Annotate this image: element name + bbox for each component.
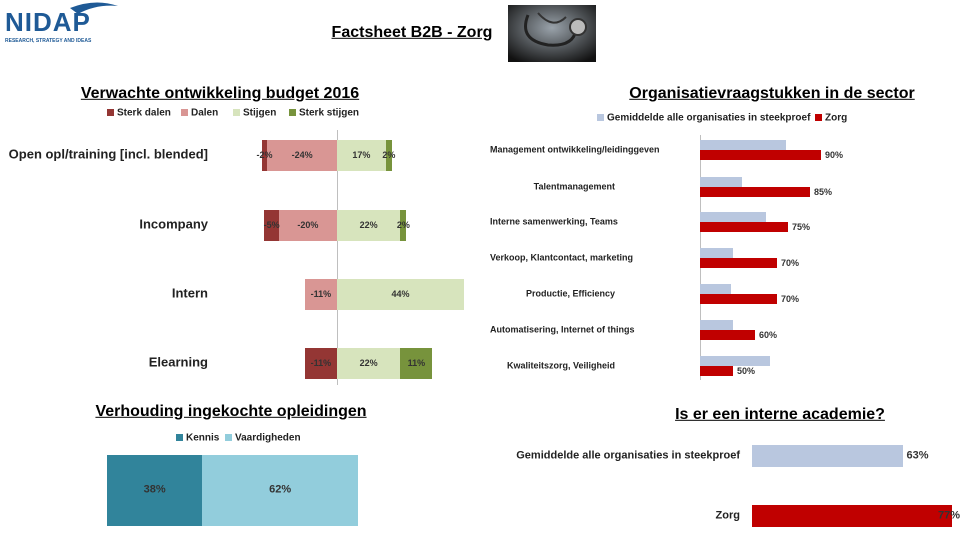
value-label: 90% xyxy=(825,149,844,160)
zero-line xyxy=(336,130,338,385)
bar xyxy=(700,248,733,258)
bar xyxy=(400,209,407,241)
legend-swatch xyxy=(289,109,296,116)
bar xyxy=(752,445,903,467)
chart-title: Is er een interne academie? xyxy=(675,405,885,423)
value-label: 2% xyxy=(396,219,410,230)
bar xyxy=(202,454,358,526)
page-title: Factsheet B2B - Zorg xyxy=(331,23,493,41)
bar xyxy=(700,320,733,330)
bar xyxy=(700,150,821,160)
bar xyxy=(700,294,777,304)
logo-swoosh xyxy=(70,2,118,14)
bar xyxy=(336,347,401,379)
value-label: -24% xyxy=(291,149,313,160)
legend-label: Dalen xyxy=(191,107,219,119)
value-label: 62% xyxy=(269,483,292,496)
value-label: 77% xyxy=(938,509,960,522)
value-label: 50% xyxy=(737,365,756,376)
legend-label: Kennis xyxy=(186,432,220,444)
bar xyxy=(400,347,433,379)
bar xyxy=(700,258,777,268)
legend-swatch xyxy=(233,109,240,116)
category-label: Elearning xyxy=(148,354,208,370)
legend-label: Sterk dalen xyxy=(117,107,171,119)
value-label: -11% xyxy=(310,357,332,368)
category-label: Intern xyxy=(171,285,208,301)
value-label: 17% xyxy=(352,149,371,160)
legend-label: Sterk stijgen xyxy=(299,107,360,119)
value-label: 22% xyxy=(359,357,378,368)
value-label: 85% xyxy=(814,186,833,197)
value-label: 11% xyxy=(407,357,426,368)
legend-swatch xyxy=(597,114,604,121)
bar xyxy=(336,209,401,241)
bar xyxy=(700,222,788,232)
legend-swatch xyxy=(176,434,183,441)
category-label: Automatisering, Internet of things xyxy=(490,324,635,335)
value-label: 75% xyxy=(792,221,811,232)
value-label: -2% xyxy=(256,149,273,160)
value-label: 38% xyxy=(143,483,166,496)
bar xyxy=(278,209,337,241)
bar xyxy=(700,140,786,150)
chart-title: Organisatievraagstukken in de sector xyxy=(629,84,915,102)
category-label: Interne samenwerking, Teams xyxy=(490,216,618,227)
value-label: 44% xyxy=(391,288,410,299)
bar xyxy=(267,139,337,171)
bar xyxy=(264,209,279,241)
value-label: -20% xyxy=(297,219,319,230)
value-label: -11% xyxy=(310,288,332,299)
bar xyxy=(700,212,766,222)
legend-swatch xyxy=(815,114,822,121)
category-label: Verkoop, Klantcontact, marketing xyxy=(490,252,634,263)
legend-swatch xyxy=(181,109,188,116)
bar xyxy=(261,139,268,171)
category-label: Incompany xyxy=(139,216,208,232)
chart-title: Verwachte ontwikkeling budget 2016 xyxy=(80,84,360,102)
value-label: 70% xyxy=(781,257,800,268)
value-label: 22% xyxy=(359,219,378,230)
category-label: Management ontwikkeling/leidinggeven xyxy=(490,144,660,155)
legend-label: Gemiddelde alle organisaties in steekpro… xyxy=(607,112,811,124)
category-label: Productie, Efficiency xyxy=(525,288,615,299)
category-label: Zorg xyxy=(715,509,740,522)
bar xyxy=(700,177,742,187)
bar xyxy=(700,330,755,340)
legend-label: Stijgen xyxy=(243,107,277,119)
chart-title: Verhouding ingekochte opleidingen xyxy=(95,402,367,420)
value-label: 63% xyxy=(906,449,929,462)
bar xyxy=(304,278,337,310)
bar xyxy=(304,347,337,379)
value-label: 2% xyxy=(382,149,396,160)
bar xyxy=(700,356,771,366)
category-label: Open opl/training [incl. blended] xyxy=(8,146,208,162)
stethoscope-image xyxy=(508,5,596,62)
logo: NIDAP xyxy=(5,7,91,37)
bar xyxy=(107,454,203,526)
legend-swatch xyxy=(225,434,232,441)
value-label: 70% xyxy=(781,293,800,304)
legend-label: Vaardigheden xyxy=(235,432,301,444)
bar xyxy=(336,278,465,310)
bar xyxy=(385,139,392,171)
category-label: Talentmanagement xyxy=(533,181,615,192)
value-label: -5% xyxy=(263,219,280,230)
bar xyxy=(700,187,810,197)
logo-tagline: RESEARCH, STRATEGY AND IDEAS xyxy=(5,38,92,44)
legend-swatch xyxy=(107,109,114,116)
bar xyxy=(700,284,731,294)
category-label: Kwaliteitszorg, Veiligheid xyxy=(506,360,615,371)
value-label: 60% xyxy=(759,329,778,340)
bar xyxy=(700,366,733,376)
bar xyxy=(752,505,952,527)
logo-mark xyxy=(70,2,118,14)
category-label: Gemiddelde alle organisaties in steekpro… xyxy=(516,449,740,462)
legend-label: Zorg xyxy=(825,112,848,124)
bar xyxy=(336,139,386,171)
